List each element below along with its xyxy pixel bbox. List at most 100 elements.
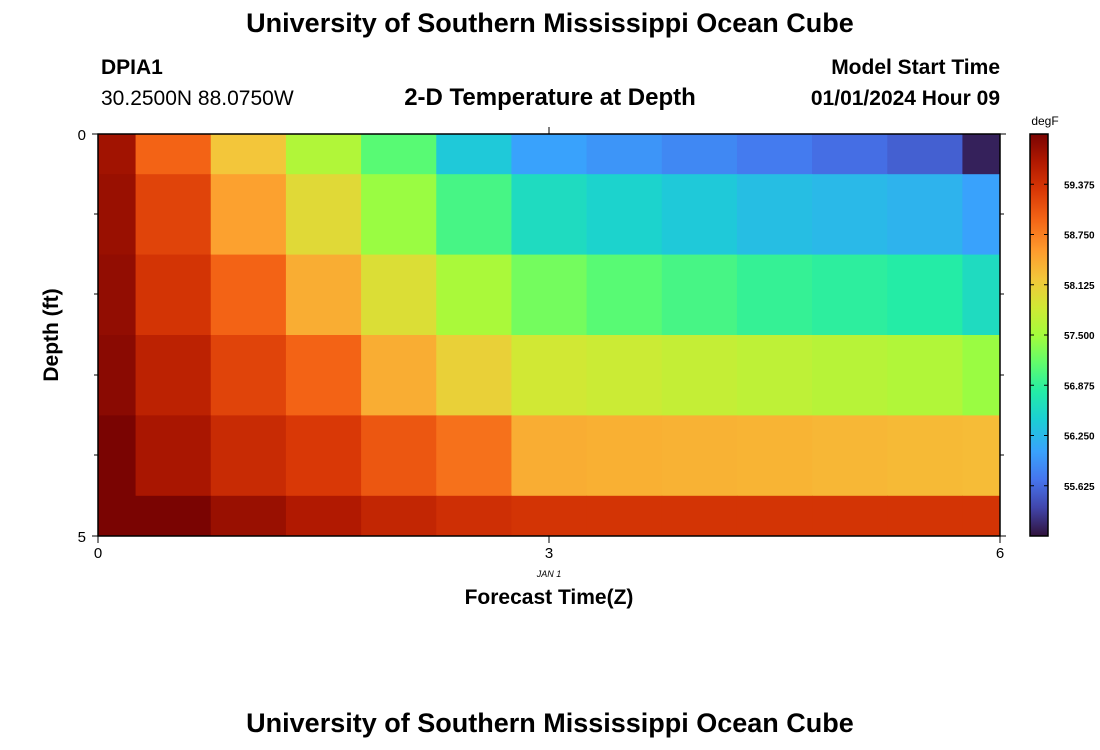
heatmap-cell — [887, 174, 963, 256]
model-start-label: Model Start Time — [831, 56, 1000, 79]
heatmap-cell — [661, 415, 738, 497]
heatmap-cell — [586, 134, 663, 175]
heatmap-cell — [98, 415, 137, 497]
heatmap-cell — [962, 134, 1001, 175]
heatmap-cell — [962, 174, 1001, 256]
heatmap-cell — [436, 174, 512, 256]
chart-subtitle: 2-D Temperature at Depth — [404, 84, 696, 111]
heatmap-cell — [511, 174, 588, 256]
colorbar-unit-label: degF — [1031, 114, 1058, 128]
heatmap-cell — [812, 495, 888, 537]
heatmap-cell — [812, 415, 888, 497]
heatmap-cell — [736, 174, 813, 256]
heatmap-cell — [135, 335, 212, 416]
heatmap-cell — [285, 254, 362, 336]
heatmap-cell — [361, 495, 437, 537]
station-id: DPIA1 — [101, 56, 163, 79]
heatmap-cell — [586, 254, 663, 336]
heatmap-cell — [586, 174, 663, 256]
heatmap-cell — [887, 335, 963, 416]
y-axis-label: Depth (ft) — [40, 288, 63, 381]
heatmap-cell — [98, 254, 137, 336]
colorbar-tick-label: 56.875 — [1064, 381, 1095, 392]
colorbar-tick-label: 56.250 — [1064, 432, 1095, 443]
heatmap-cell — [285, 174, 362, 256]
heatmap-cell — [210, 174, 287, 256]
heatmap-cell — [661, 174, 738, 256]
heatmap-cell — [736, 134, 813, 175]
colorbar-tick-label: 59.375 — [1064, 180, 1095, 191]
heatmap-cells — [98, 134, 1001, 537]
heatmap-cell — [511, 415, 588, 497]
x-axis-label: Forecast Time(Z) — [465, 586, 634, 609]
heatmap-cell — [436, 415, 512, 497]
heatmap-cell — [361, 254, 437, 336]
heatmap-cell — [736, 415, 813, 497]
colorbar-tick-label: 57.500 — [1064, 331, 1095, 342]
heatmap-cell — [135, 174, 212, 256]
heatmap-cell — [661, 495, 738, 537]
heatmap-cell — [361, 134, 437, 175]
x-tick-label: 3 — [545, 545, 553, 562]
chart-title: University of Southern Mississippi Ocean… — [246, 8, 854, 38]
heatmap-cell — [436, 335, 512, 416]
heatmap-cell — [98, 174, 137, 256]
heatmap-cell — [586, 335, 663, 416]
footer-title: University of Southern Mississippi Ocean… — [246, 708, 854, 738]
heatmap-cell — [736, 335, 813, 416]
heatmap-cell — [135, 415, 212, 497]
model-start-time: 01/01/2024 Hour 09 — [810, 87, 1000, 110]
heatmap-cell — [812, 134, 888, 175]
heatmap-cell — [285, 134, 362, 175]
heatmap-cell — [661, 335, 738, 416]
heatmap-cell — [436, 134, 512, 175]
heatmap-cell — [812, 254, 888, 336]
heatmap-cell — [661, 134, 738, 175]
heatmap-cell — [812, 335, 888, 416]
axes — [92, 127, 1006, 543]
colorbar-tick-label: 58.125 — [1064, 281, 1095, 292]
x-date-label: JAN 1 — [536, 569, 562, 579]
heatmap-cell — [586, 415, 663, 497]
heatmap-cell — [887, 495, 963, 537]
y-tick-label: 5 — [78, 529, 86, 546]
heatmap-cell — [887, 415, 963, 497]
heatmap-cell — [436, 254, 512, 336]
heatmap-cell — [511, 254, 588, 336]
x-tick-label: 6 — [996, 545, 1004, 562]
colorbar-tick-label: 58.750 — [1064, 231, 1095, 242]
heatmap-cell — [210, 134, 287, 175]
heatmap-cell — [210, 495, 287, 537]
colorbar-tick-label: 55.625 — [1064, 482, 1095, 493]
colorbar-ticks: 59.375 58.750 58.125 57.500 56.875 56.250 55.6… — [1030, 180, 1095, 493]
heatmap-cell — [135, 134, 212, 175]
station-coordinates: 30.2500N 88.0750W — [101, 87, 294, 110]
heatmap-cell — [962, 495, 1001, 537]
heatmap-cell — [511, 495, 588, 537]
heatmap-cell — [736, 254, 813, 336]
heatmap-cell — [361, 335, 437, 416]
x-tick-label: 0 — [94, 545, 102, 562]
heatmap-cell — [962, 415, 1001, 497]
heatmap-cell — [812, 174, 888, 256]
heatmap-cell — [135, 495, 212, 537]
heatmap-cell — [962, 254, 1001, 336]
heatmap-cell — [586, 495, 663, 537]
heatmap-cell — [135, 254, 212, 336]
heatmap-cell — [98, 134, 137, 175]
heatmap-cell — [285, 495, 362, 537]
y-tick-label: 0 — [78, 127, 86, 144]
heatmap-cell — [98, 495, 137, 537]
heatmap-cell — [361, 174, 437, 256]
heatmap-cell — [736, 495, 813, 537]
heatmap-cell — [210, 254, 287, 336]
heatmap-cell — [210, 335, 287, 416]
heatmap-cell — [511, 335, 588, 416]
heatmap-cell — [210, 415, 287, 497]
heatmap-cell — [285, 335, 362, 416]
heatmap-cell — [887, 134, 963, 175]
heatmap-cell — [887, 254, 963, 336]
heatmap-cell — [285, 415, 362, 497]
heatmap-cell — [98, 335, 137, 416]
